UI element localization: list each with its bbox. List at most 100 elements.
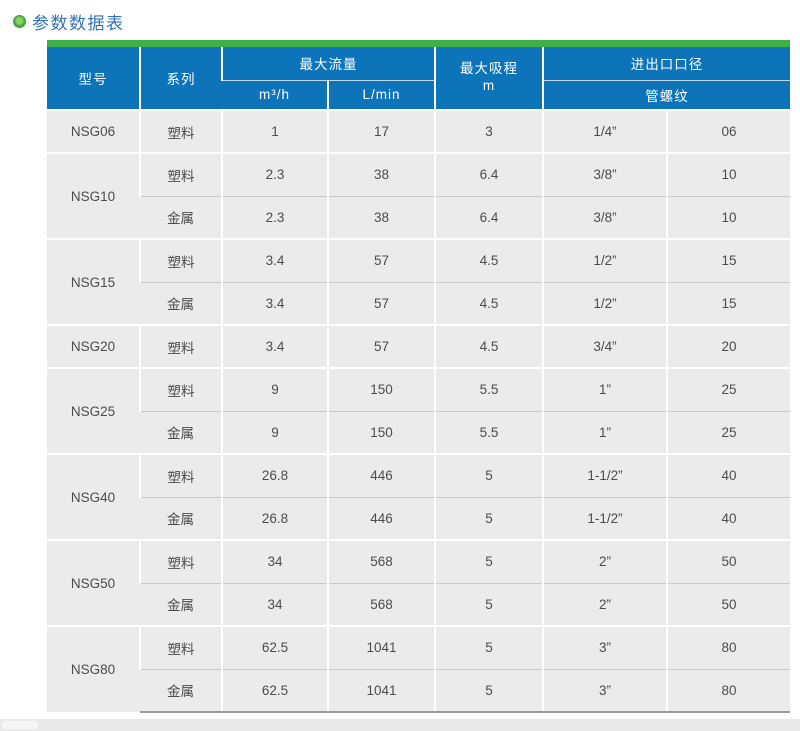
model-cell: NSG10 <box>47 152 140 239</box>
suction-cell: 5 <box>434 453 543 497</box>
dn-cell: 50 <box>666 539 790 583</box>
m3h-cell: 34 <box>221 582 328 626</box>
lmin-cell: 568 <box>327 582 435 626</box>
header-max-suction-label: 最大吸程 <box>460 61 518 77</box>
suction-cell: 5.5 <box>434 367 543 411</box>
m3h-cell: 2.3 <box>221 195 328 239</box>
series-cell: 金属 <box>140 496 222 540</box>
header-series: 系列 <box>139 47 222 111</box>
m3h-cell: 34 <box>221 539 328 583</box>
m3h-cell: 26.8 <box>221 496 328 540</box>
thread-cell: 1-1/2” <box>542 496 667 540</box>
model-cell: NSG15 <box>47 238 140 325</box>
dn-cell: 20 <box>666 324 790 368</box>
table-row: NSG10 塑料 2.3 38 6.4 3/8” 10 <box>47 152 790 239</box>
table-row: NSG80 塑料 62.5 1041 5 3” 80 <box>47 625 790 712</box>
series-cell: 塑料 <box>139 109 222 153</box>
m3h-cell: 9 <box>221 367 328 411</box>
m3h-cell: 62.5 <box>221 668 328 713</box>
model-cell: NSG20 <box>47 324 140 368</box>
model-cell: NSG40 <box>47 453 140 540</box>
suction-cell: 4.5 <box>434 281 543 325</box>
suction-cell: 6.4 <box>434 195 543 239</box>
lmin-cell: 568 <box>327 539 435 583</box>
dn-cell: 06 <box>666 109 790 153</box>
suction-cell: 5 <box>434 496 543 540</box>
series-cell: 塑料 <box>139 453 222 497</box>
lmin-cell: 17 <box>327 109 435 153</box>
series-cell: 塑料 <box>139 152 222 196</box>
series-cell: 金属 <box>140 410 222 454</box>
thread-cell: 3” <box>542 625 667 669</box>
thread-cell: 1/2” <box>542 238 667 282</box>
green-bullet-icon <box>13 15 26 28</box>
dn-cell: 10 <box>666 152 790 196</box>
suction-cell: 5 <box>434 625 543 669</box>
lmin-cell: 57 <box>327 324 435 368</box>
parameters-table: 型号 系列 最大流量 最大吸程 m 进出口口径 m³/h L/min 管螺纹 N… <box>47 47 790 713</box>
scrollbar-thumb[interactable] <box>2 721 38 729</box>
series-cell: 塑料 <box>139 238 222 282</box>
suction-cell: 4.5 <box>434 238 543 282</box>
suction-cell: 6.4 <box>434 152 543 196</box>
suction-cell: 5 <box>434 668 543 713</box>
suction-cell: 5.5 <box>434 410 543 454</box>
table-row: NSG06 塑料 1 17 3 1/4” 06 <box>47 109 790 153</box>
dn-cell: 25 <box>666 410 790 454</box>
series-cell: 塑料 <box>139 367 222 411</box>
series-cell: 塑料 <box>139 324 222 368</box>
thread-cell: 2” <box>542 539 667 583</box>
header-row-2: m³/h L/min 管螺纹 <box>47 80 790 110</box>
dn-cell: 40 <box>666 496 790 540</box>
suction-cell: 3 <box>434 109 543 153</box>
lmin-cell: 1041 <box>327 668 435 713</box>
m3h-cell: 62.5 <box>221 625 328 669</box>
lmin-cell: 446 <box>327 496 435 540</box>
thread-cell: 3/8” <box>542 152 667 196</box>
header-model: 型号 <box>47 47 140 111</box>
thread-cell: 3” <box>542 668 667 713</box>
series-cell: 金属 <box>140 195 222 239</box>
m3h-cell: 1 <box>221 109 328 153</box>
lmin-cell: 150 <box>327 410 435 454</box>
dn-cell: 50 <box>666 582 790 626</box>
lmin-cell: 57 <box>327 281 435 325</box>
header-unit-lmin: L/min <box>327 80 435 110</box>
header-max-suction: 最大吸程 m <box>434 47 543 111</box>
thread-cell: 3/8” <box>542 195 667 239</box>
dn-cell: 15 <box>666 238 790 282</box>
table-row: NSG40 塑料 26.8 446 5 1-1/2” 40 <box>47 453 790 540</box>
table-row: 金属 9 150 5.5 1” 25 <box>47 410 790 454</box>
thread-cell: 1” <box>542 367 667 411</box>
parameters-table-container: 型号 系列 最大流量 最大吸程 m 进出口口径 m³/h L/min 管螺纹 N… <box>47 40 790 713</box>
lmin-cell: 1041 <box>327 625 435 669</box>
suction-cell: 4.5 <box>434 324 543 368</box>
header-row-1: 型号 系列 最大流量 最大吸程 m 进出口口径 <box>47 47 790 111</box>
m3h-cell: 3.4 <box>221 324 328 368</box>
lmin-cell: 57 <box>327 238 435 282</box>
table-row: NSG15 塑料 3.4 57 4.5 1/2” 15 <box>47 238 790 325</box>
table-row: 金属 26.8 446 5 1-1/2” 40 <box>47 496 790 540</box>
page-title: 参数数据表 <box>32 14 125 33</box>
thread-cell: 3/4” <box>542 324 667 368</box>
dn-cell: 80 <box>666 668 790 713</box>
section-title: 参数数据表 <box>13 9 125 34</box>
model-cell: NSG50 <box>47 539 140 626</box>
thread-cell: 1/4” <box>542 109 667 153</box>
table-row: 金属 3.4 57 4.5 1/2” 15 <box>47 281 790 325</box>
series-cell: 金属 <box>140 281 222 325</box>
header-port-size: 进出口口径 <box>542 47 790 81</box>
thread-cell: 1” <box>542 410 667 454</box>
m3h-cell: 3.4 <box>221 238 328 282</box>
thread-cell: 1/2” <box>542 281 667 325</box>
dn-cell: 40 <box>666 453 790 497</box>
table-row: NSG25 塑料 9 150 5.5 1” 25 <box>47 367 790 454</box>
series-cell: 塑料 <box>139 625 222 669</box>
lmin-cell: 150 <box>327 367 435 411</box>
table-accent-bar <box>47 40 790 47</box>
lmin-cell: 446 <box>327 453 435 497</box>
table-header: 型号 系列 最大流量 最大吸程 m 进出口口径 m³/h L/min 管螺纹 <box>47 47 790 111</box>
series-cell: 金属 <box>140 582 222 626</box>
m3h-cell: 3.4 <box>221 281 328 325</box>
model-cell: NSG80 <box>47 625 140 712</box>
